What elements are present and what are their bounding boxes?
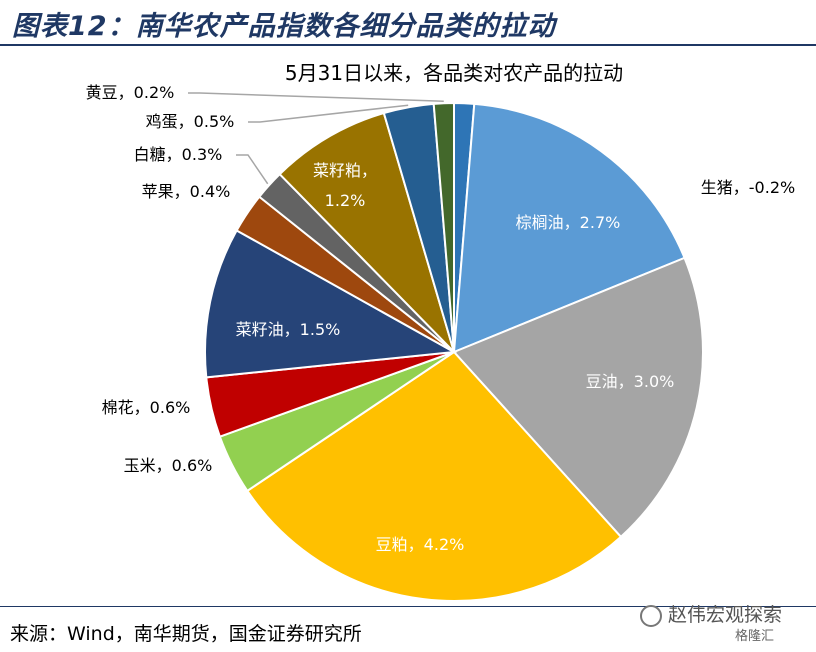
figure-header: 图表12：南华农产品指数各细分品类的拉动 xyxy=(0,0,816,48)
source-note: 来源：Wind，南华期货，国金证券研究所 xyxy=(10,623,362,645)
slice-label-4: 豆粕，4.2% xyxy=(376,535,465,554)
pie-slice-4 xyxy=(245,350,623,602)
leader-line-12 xyxy=(188,92,444,102)
slice-label-2: 棕榈油，2.7% xyxy=(516,213,621,232)
slice-label-3: 豆油，3.0% xyxy=(586,372,675,391)
slice-label-7: 菜籽油，1.5% xyxy=(236,320,341,339)
leader-line-11 xyxy=(248,104,409,123)
slice-label-10: 菜籽粕， 1.2% xyxy=(313,161,377,210)
slice-label-9: 白糖，0.3% xyxy=(134,145,223,164)
footer-rule xyxy=(0,606,816,607)
wechat-icon xyxy=(640,604,662,627)
pie-slice-3 xyxy=(452,256,704,539)
watermark: 赵伟宏观探索 xyxy=(640,600,782,627)
slice-label-11: 鸡蛋，0.5% xyxy=(146,112,235,131)
leader-lines xyxy=(188,92,444,185)
slice-labels: 生猪，-0.2% 棕榈油，2.7% 豆油，3.0% 豆粕，4.2% 玉米，0.6% 棉花，… xyxy=(86,83,796,554)
pie-slice-2 xyxy=(452,102,686,354)
slice-label-12: 黄豆，0.2% xyxy=(86,83,175,102)
slice-label-6: 棉花，0.6% xyxy=(102,398,191,417)
slice-label-1: 生猪，-0.2% xyxy=(701,178,795,197)
figure-title: 图表12：南华农产品指数各细分品类的拉动 xyxy=(12,11,556,42)
slice-label-5: 玉米，0.6% xyxy=(124,456,213,475)
pie-chart: 5月31日以来，各品类对农产品的拉动 生猪，-0.2% 棕榈油，2.7% 豆油，3.… xyxy=(86,61,796,602)
chart-title: 5月31日以来，各品类对农产品的拉动 xyxy=(285,61,623,85)
pie-slice-12 xyxy=(432,101,455,353)
pie-slice-7 xyxy=(204,229,458,379)
watermark-text: 赵伟宏观探索 xyxy=(668,604,783,626)
watermark-secondary: 格隆汇 xyxy=(735,629,775,644)
header-rule xyxy=(0,44,816,46)
slice-label-8: 苹果，0.4% xyxy=(142,182,231,201)
pie-slices xyxy=(204,101,704,602)
leader-line-9 xyxy=(236,154,269,185)
pie-slice-10 xyxy=(278,111,455,353)
